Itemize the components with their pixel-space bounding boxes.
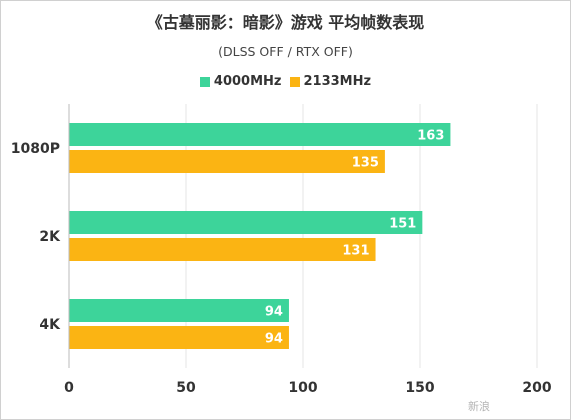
x-tick-label-50: 50: [176, 380, 196, 396]
bar-4K-4000MHz: [69, 299, 289, 322]
x-tick-label-0: 0: [64, 380, 74, 396]
legend-item-4000mhz: 4000MHz: [199, 74, 282, 89]
chart-title: 《古墓丽影：暗影》游戏 平均帧数表现: [146, 13, 425, 32]
bar-2K-2133MHz: [69, 238, 376, 261]
y-tick-label-2K: 2K: [39, 229, 61, 245]
watermark: 新浪: [468, 400, 490, 413]
x-tick-label-150: 150: [405, 380, 434, 396]
legend-label-4000mhz: 4000MHz: [213, 74, 282, 89]
legend: 4000MHz 2133MHz: [0, 74, 571, 89]
legend-swatch-2133mhz: [289, 76, 300, 87]
bar-4K-2133MHz: [69, 326, 289, 349]
chart-subtitle: (DLSS OFF / RTX OFF): [218, 44, 353, 59]
bar-2K-4000MHz: [69, 211, 423, 234]
data-label-1080P-4000MHz: 163: [417, 129, 444, 144]
data-label-4K-2133MHz: 94: [265, 332, 283, 347]
bar-1080P-2133MHz: [69, 150, 385, 173]
x-tick-label-100: 100: [288, 380, 317, 396]
data-label-2K-4000MHz: 151: [389, 217, 416, 232]
data-label-4K-4000MHz: 94: [265, 305, 283, 320]
bar-1080P-4000MHz: [69, 123, 451, 146]
y-tick-label-4K: 4K: [39, 317, 61, 333]
x-tick-label-200: 200: [522, 380, 551, 396]
y-tick-label-1080P: 1080P: [11, 141, 60, 157]
data-label-2K-2133MHz: 131: [342, 244, 369, 259]
legend-item-2133mhz: 2133MHz: [289, 74, 372, 89]
data-label-1080P-2133MHz: 135: [352, 156, 379, 171]
legend-swatch-4000mhz: [199, 76, 210, 87]
legend-label-2133mhz: 2133MHz: [303, 74, 372, 89]
